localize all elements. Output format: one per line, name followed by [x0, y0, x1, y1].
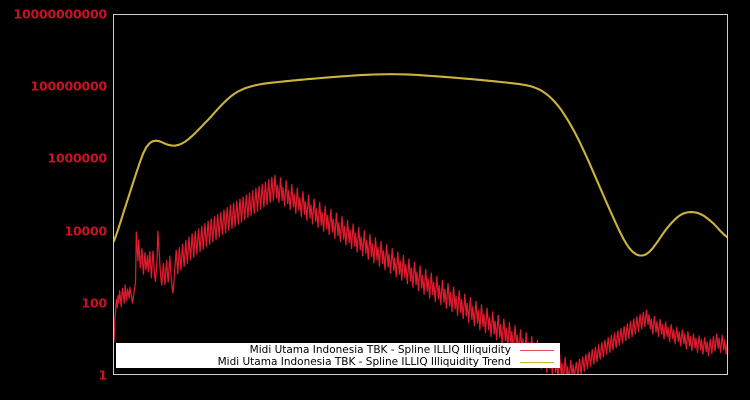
legend-item-trend: Midi Utama Indonesia TBK - Spline ILLIQ … — [116, 356, 560, 368]
plot-canvas — [114, 15, 727, 374]
y-axis-tick-label: 100000000 — [30, 78, 108, 94]
y-axis-tick-label: 1000000 — [47, 150, 108, 166]
legend: Midi Utama Indonesia TBK - Spline ILLIQ … — [116, 343, 560, 368]
y-axis-tick-label: 10000 — [64, 223, 108, 239]
y-axis: 1 100 10000 1000000 100000000 10000000000 — [0, 0, 108, 400]
series-line-illiquidity — [114, 175, 727, 374]
legend-line-sample-trend — [520, 361, 554, 363]
y-axis-tick-label: 1 — [98, 367, 108, 383]
legend-label-trend: Midi Utama Indonesia TBK - Spline ILLIQ … — [217, 356, 511, 368]
plot-area — [113, 14, 728, 375]
y-axis-tick-label: 10000000000 — [13, 6, 108, 22]
y-axis-tick-label: 100 — [81, 295, 108, 311]
legend-line-sample-illiquidity — [520, 349, 554, 351]
legend-label-illiquidity: Midi Utama Indonesia TBK - Spline ILLIQ … — [249, 344, 511, 356]
series-line-trend — [114, 74, 727, 255]
legend-item-illiquidity: Midi Utama Indonesia TBK - Spline ILLIQ … — [116, 344, 560, 356]
